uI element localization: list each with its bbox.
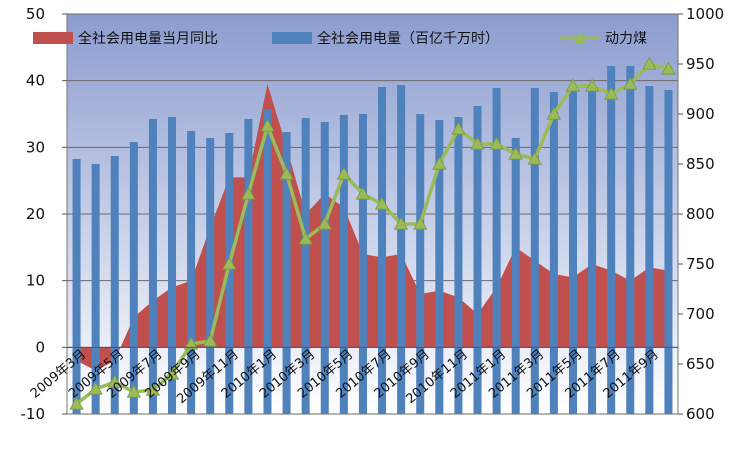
line-point — [603, 86, 619, 100]
line-point — [203, 333, 218, 347]
area-series — [76, 84, 669, 371]
bar — [358, 114, 367, 414]
right-tick-label: 600 — [686, 405, 715, 423]
left-tick-label: 0 — [35, 338, 45, 356]
line-point — [336, 166, 352, 180]
left-tick-label: 30 — [26, 138, 45, 156]
right-tick-label: 650 — [686, 355, 715, 373]
bar — [148, 119, 157, 414]
bar — [244, 119, 253, 414]
line-point — [298, 231, 313, 245]
legend-swatch-marker — [574, 32, 586, 43]
right-tick-label: 700 — [686, 305, 715, 323]
bar — [91, 164, 100, 414]
bar — [607, 66, 616, 414]
line-point — [107, 374, 122, 388]
left-tick-label: 20 — [26, 205, 45, 223]
bar — [187, 131, 196, 414]
bar — [168, 117, 177, 414]
bar — [511, 138, 520, 414]
legend-label-area: 全社会用电量当月同比 — [78, 30, 218, 47]
right-tick-label: 850 — [686, 155, 715, 173]
line-point — [527, 151, 542, 165]
area-series-path — [76, 84, 669, 371]
bar — [378, 87, 387, 414]
bar — [416, 114, 425, 414]
legend-swatch-bar — [272, 32, 312, 44]
line-point — [451, 121, 466, 135]
bar — [435, 120, 444, 414]
line-point — [508, 146, 523, 160]
bar — [549, 92, 558, 414]
line-point — [126, 384, 142, 398]
bar — [320, 122, 329, 414]
line-point — [565, 78, 581, 92]
left-tick-label: 40 — [26, 72, 45, 90]
right-tick-label: 950 — [686, 55, 715, 73]
legend-label-line: 动力煤 — [605, 31, 647, 47]
line-point — [546, 106, 562, 120]
bar — [454, 117, 463, 414]
bar — [263, 109, 272, 414]
bar — [645, 86, 654, 414]
legend-label-bar: 全社会用电量（百亿千万时） — [317, 30, 499, 47]
bar-series — [72, 66, 673, 414]
line-point — [317, 216, 332, 230]
bar — [530, 88, 539, 414]
line-point — [88, 381, 103, 395]
line-point — [623, 76, 638, 90]
legend-swatch-area — [33, 32, 73, 44]
line-point — [374, 196, 390, 210]
line-point — [489, 136, 504, 150]
line-point — [661, 61, 676, 75]
left-tick-label: -10 — [21, 405, 46, 423]
bar — [129, 142, 138, 414]
line-point — [69, 396, 84, 410]
line-series — [69, 56, 676, 410]
line-point — [222, 256, 237, 270]
bar — [492, 88, 501, 414]
line-point — [393, 216, 409, 230]
line-point — [241, 186, 256, 200]
legend: 全社会用电量当月同比 全社会用电量（百亿千万时） 动力煤 — [33, 30, 647, 47]
bar — [339, 115, 348, 414]
bar — [397, 85, 406, 414]
bar — [626, 66, 635, 414]
left-tick-label: 50 — [26, 5, 45, 23]
right-tick-label: 750 — [686, 255, 715, 273]
bar — [206, 138, 215, 414]
line-point — [355, 186, 371, 200]
bar — [72, 159, 81, 414]
right-tick-label: 1000 — [686, 5, 724, 23]
line-point — [642, 56, 657, 70]
right-tick-label: 800 — [686, 205, 715, 223]
bar — [473, 106, 482, 414]
line-point — [183, 336, 199, 350]
bar — [301, 118, 310, 414]
line-point — [432, 156, 447, 170]
right-tick-label: 900 — [686, 105, 715, 123]
bar — [110, 156, 119, 414]
line-point — [145, 382, 161, 396]
bar — [568, 87, 577, 414]
left-tick-label: 10 — [26, 272, 45, 290]
line-point — [584, 78, 600, 92]
line-point — [470, 136, 485, 150]
bar — [225, 133, 234, 414]
line-point — [164, 366, 180, 380]
line-point — [413, 216, 428, 230]
bar — [588, 89, 597, 414]
line-point — [260, 118, 275, 132]
bar — [664, 90, 673, 414]
bar — [282, 132, 291, 414]
line-point — [279, 166, 294, 180]
